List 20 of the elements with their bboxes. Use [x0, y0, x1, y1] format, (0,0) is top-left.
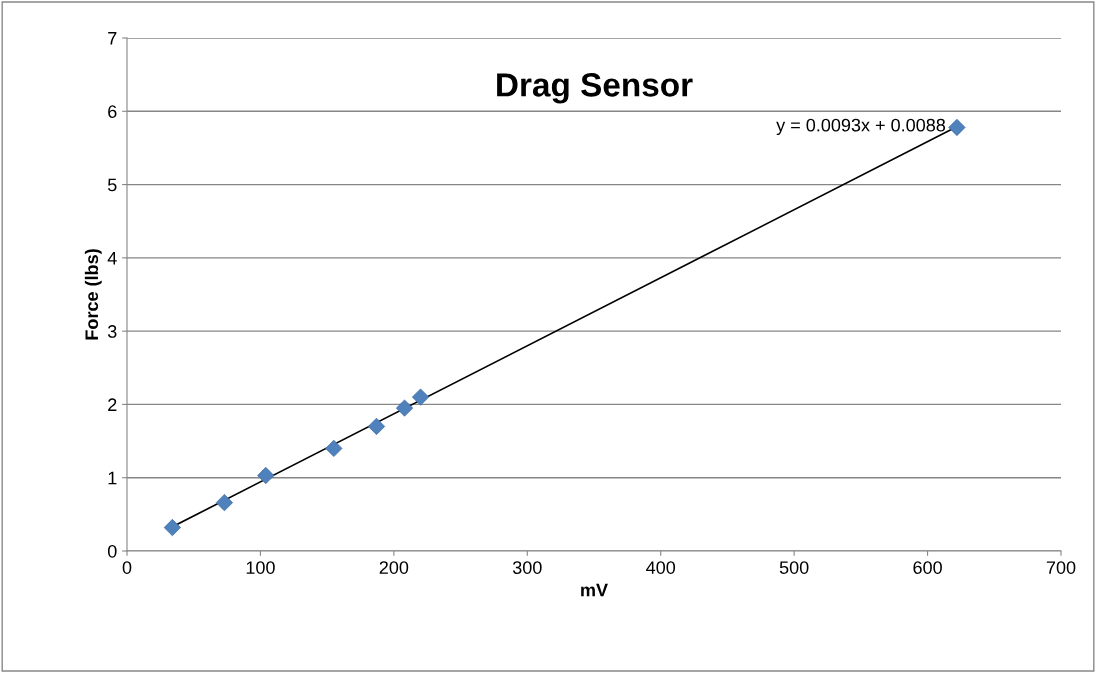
- x-tick-label: 600: [913, 561, 942, 574]
- annotation: y = 0.0093x + 0.0088: [776, 118, 946, 136]
- y-tick-label: 0: [107, 544, 117, 558]
- x-tick-label: 700: [1046, 561, 1076, 574]
- x-tick-label: 0: [122, 561, 132, 574]
- y-tick-label: 6: [108, 105, 117, 119]
- y-tick-label: 1: [108, 471, 117, 485]
- y-tick-label: 5: [107, 178, 117, 192]
- x-tick-label: 200: [379, 561, 409, 574]
- y-axis-title: Force (lbs): [84, 249, 102, 340]
- y-tick-label: 3: [107, 325, 117, 338]
- x-tick-label: 500: [779, 561, 809, 574]
- x-axis-title: mV: [581, 583, 608, 597]
- x-tick-label: 400: [646, 561, 676, 574]
- y-tick-label: 2: [108, 398, 117, 411]
- y-tick-label: 4: [107, 251, 117, 265]
- y-tick-label: 7: [108, 32, 117, 45]
- x-tick-label: 100: [246, 561, 275, 574]
- text: Drag Sensor: [497, 73, 693, 104]
- x-tick-label: 300: [512, 561, 542, 574]
